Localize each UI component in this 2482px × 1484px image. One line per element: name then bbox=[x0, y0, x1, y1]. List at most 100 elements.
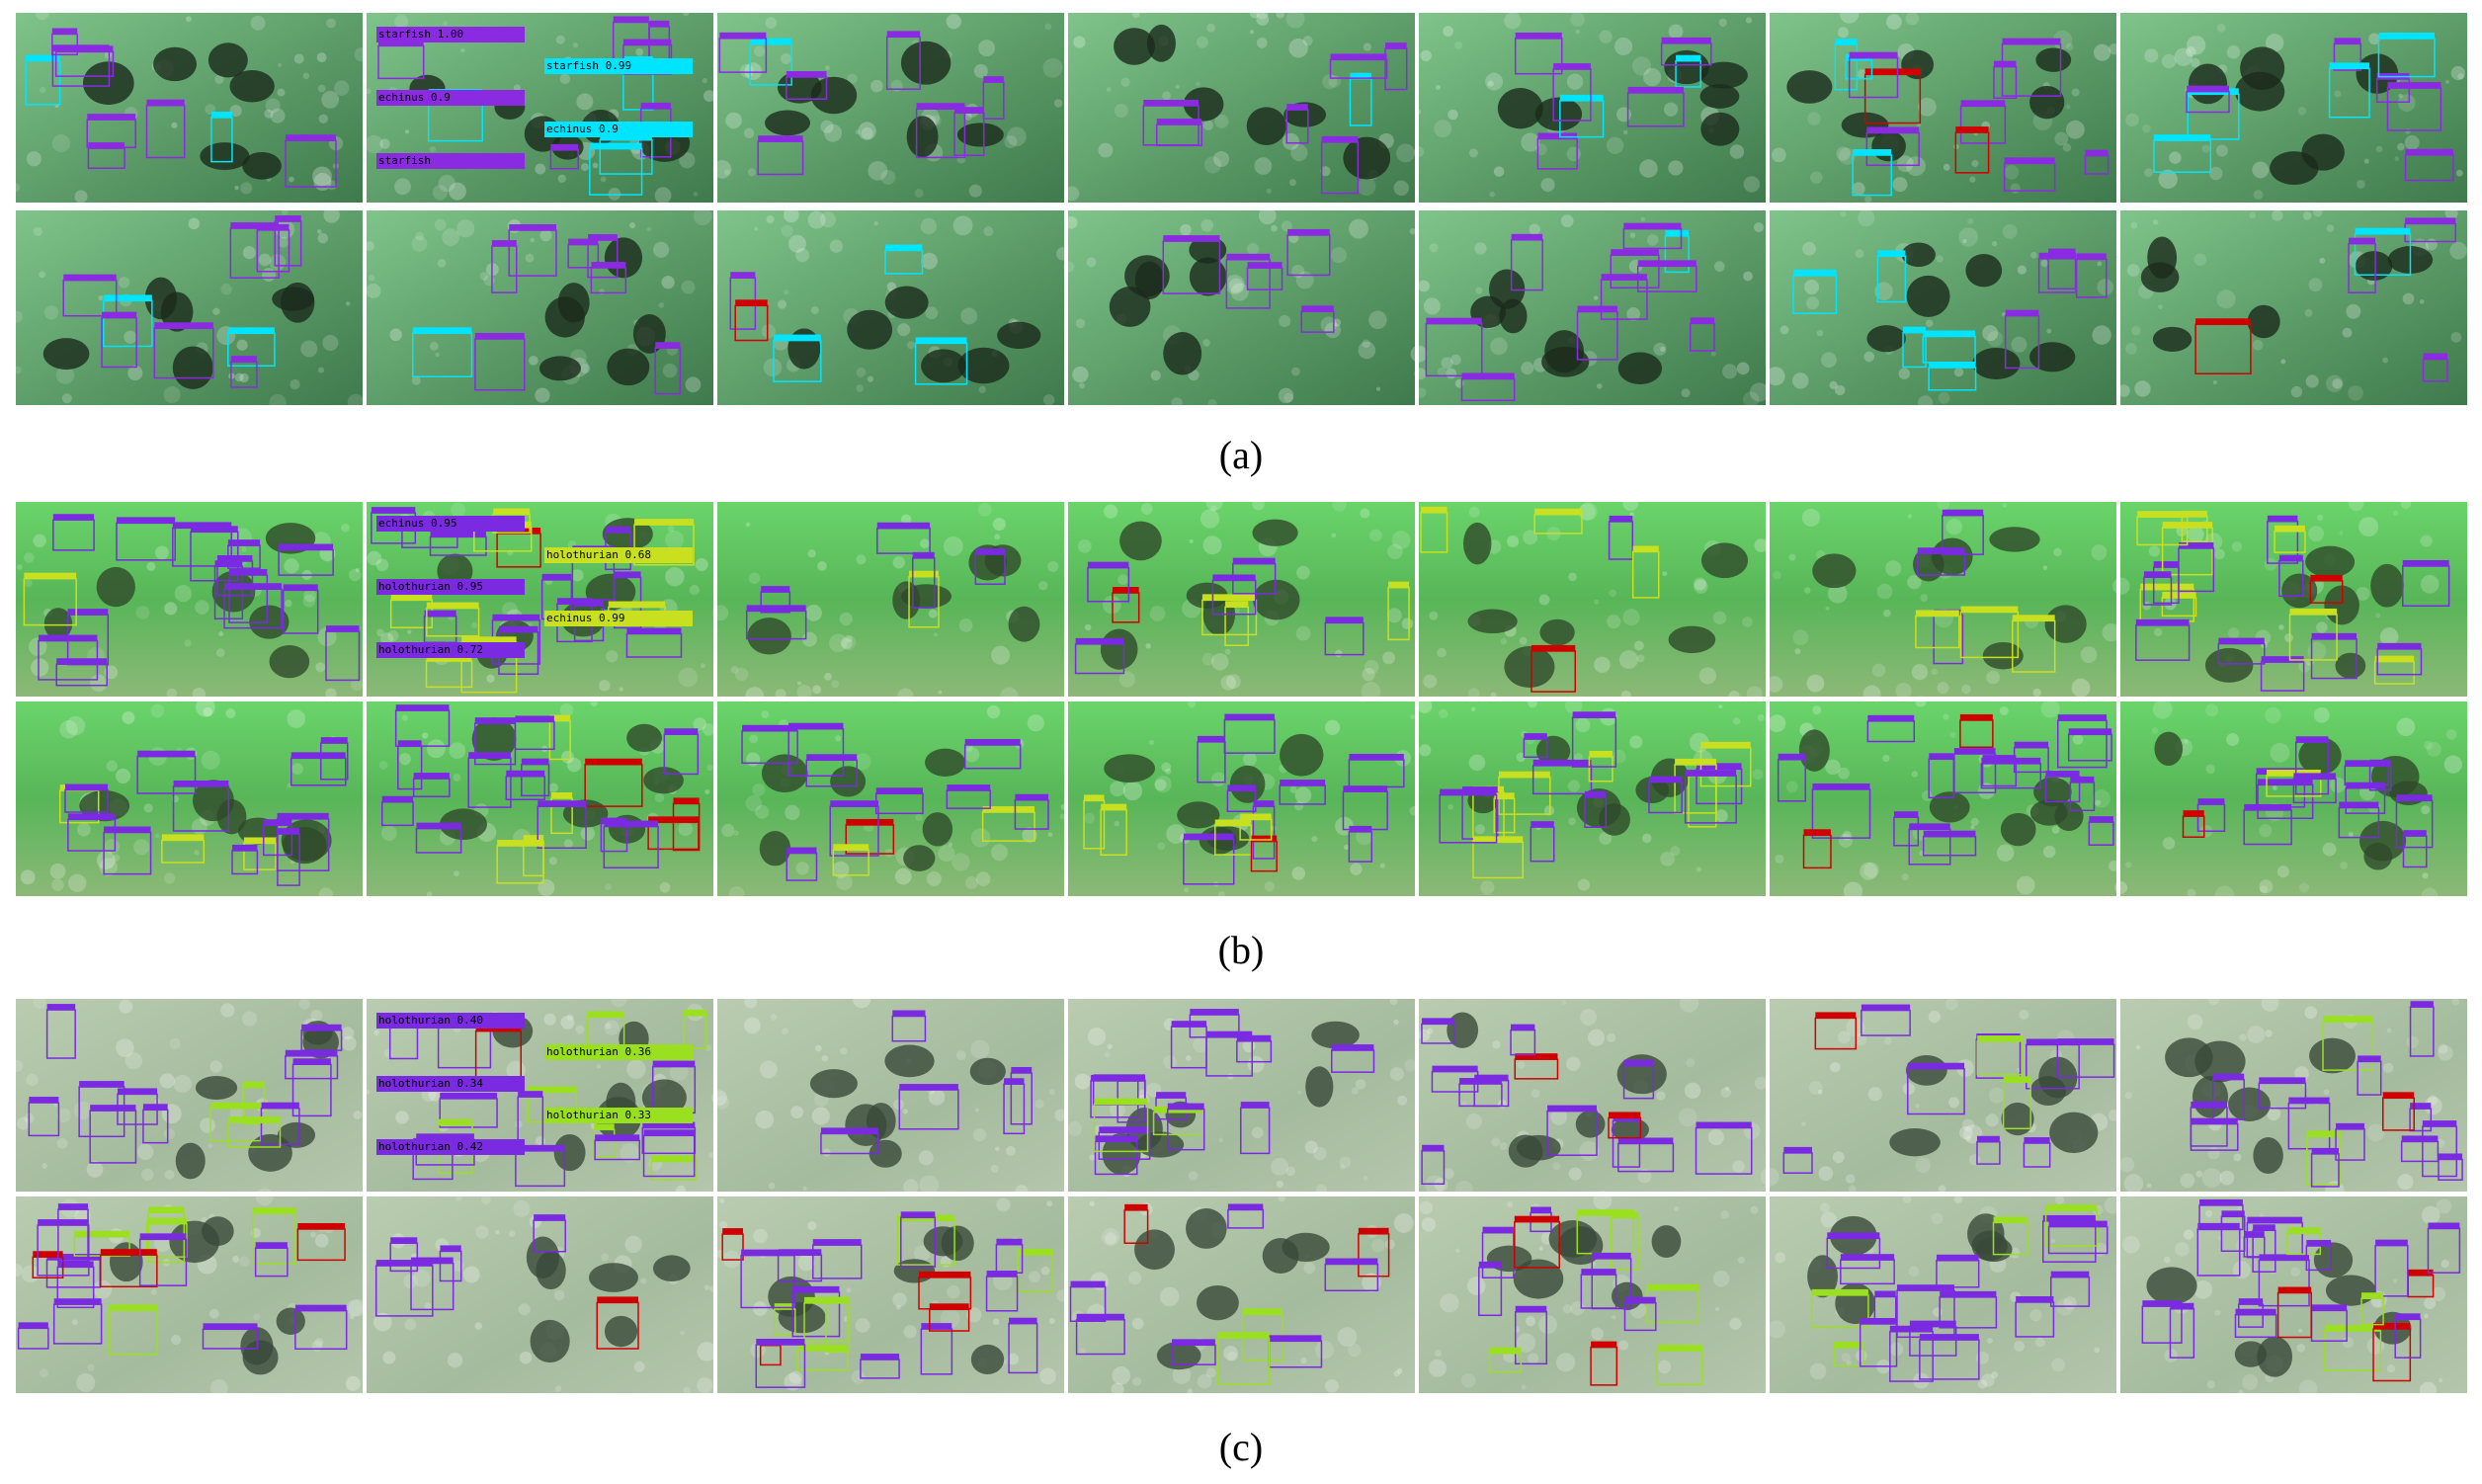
texture bbox=[2313, 706, 2330, 723]
texture bbox=[1072, 366, 1089, 383]
texture bbox=[1885, 560, 1902, 577]
texture bbox=[662, 363, 678, 378]
texture bbox=[1246, 242, 1260, 256]
texture bbox=[1154, 779, 1167, 791]
texture bbox=[747, 168, 757, 177]
texture bbox=[2187, 1014, 2203, 1031]
texture bbox=[986, 704, 1001, 719]
texture bbox=[278, 236, 290, 248]
texture bbox=[824, 65, 830, 71]
frame-image bbox=[1068, 1196, 1415, 1393]
detection-tag bbox=[1893, 811, 1919, 818]
detection-tag bbox=[2142, 1300, 2182, 1307]
detection-tag bbox=[1531, 1206, 1552, 1213]
detection-tag bbox=[263, 819, 292, 826]
texture bbox=[2219, 1170, 2235, 1186]
texture bbox=[1737, 1256, 1745, 1264]
texture bbox=[966, 1307, 982, 1323]
texture bbox=[124, 330, 137, 344]
texture bbox=[1429, 243, 1439, 253]
detection-tag bbox=[1489, 1347, 1522, 1354]
detection-tag bbox=[1700, 741, 1751, 748]
texture bbox=[10, 310, 23, 323]
urchin bbox=[269, 645, 310, 679]
texture bbox=[2450, 65, 2465, 81]
texture bbox=[2346, 303, 2361, 319]
texture bbox=[1977, 1379, 1988, 1389]
texture bbox=[2436, 1198, 2451, 1214]
urchin bbox=[242, 151, 282, 180]
texture bbox=[819, 211, 836, 228]
detection-tag bbox=[983, 76, 1004, 83]
detection-tag bbox=[876, 522, 931, 529]
detection-tag bbox=[46, 1254, 101, 1261]
detection-tag bbox=[652, 1060, 696, 1067]
texture bbox=[1969, 176, 1976, 183]
detection-tag bbox=[252, 1207, 296, 1214]
texture bbox=[389, 328, 402, 342]
texture bbox=[435, 352, 440, 358]
texture bbox=[2252, 161, 2270, 179]
texture bbox=[437, 259, 447, 268]
urchin bbox=[229, 69, 275, 103]
texture bbox=[35, 6, 49, 21]
detection-tag bbox=[515, 715, 554, 722]
urchin bbox=[759, 830, 791, 866]
texture bbox=[2134, 380, 2151, 397]
detection-tag bbox=[148, 1206, 185, 1213]
texture bbox=[2029, 1309, 2042, 1322]
frame-image bbox=[16, 701, 363, 896]
urchin bbox=[536, 1251, 566, 1290]
texture bbox=[892, 555, 906, 569]
detection-tag bbox=[918, 1271, 971, 1278]
texture bbox=[790, 1106, 804, 1119]
texture bbox=[413, 1269, 431, 1287]
texture bbox=[739, 63, 754, 78]
texture bbox=[1489, 191, 1495, 198]
texture bbox=[1078, 382, 1085, 389]
texture bbox=[2017, 265, 2027, 275]
texture bbox=[2294, 1066, 2309, 1081]
texture bbox=[965, 875, 978, 889]
texture bbox=[680, 1330, 686, 1336]
detection-tag bbox=[820, 1127, 878, 1134]
texture bbox=[805, 605, 822, 621]
texture bbox=[2186, 36, 2206, 55]
detection-tag bbox=[64, 783, 109, 790]
texture bbox=[1860, 862, 1878, 880]
texture bbox=[1201, 652, 1214, 666]
detection-tag bbox=[426, 602, 479, 609]
detection-tag bbox=[227, 327, 275, 334]
texture bbox=[749, 734, 759, 744]
texture bbox=[258, 253, 272, 267]
detection-tag bbox=[390, 594, 433, 601]
texture bbox=[601, 1253, 610, 1262]
texture bbox=[1485, 72, 1504, 91]
texture bbox=[2419, 1381, 2438, 1399]
texture bbox=[996, 1197, 1011, 1212]
texture bbox=[366, 283, 381, 298]
detection-tag bbox=[947, 784, 991, 791]
texture bbox=[1034, 1099, 1044, 1109]
texture bbox=[1234, 608, 1240, 614]
texture bbox=[712, 605, 729, 621]
texture bbox=[1817, 1089, 1823, 1095]
texture bbox=[559, 702, 574, 717]
detection-label: holothurian 0.33 bbox=[546, 1109, 651, 1121]
urchin bbox=[1253, 579, 1300, 620]
texture bbox=[1507, 535, 1520, 547]
texture bbox=[938, 690, 943, 695]
texture bbox=[797, 1254, 815, 1272]
detection-tag bbox=[277, 812, 329, 819]
texture bbox=[1561, 1000, 1567, 1005]
texture bbox=[1991, 240, 1998, 247]
texture bbox=[855, 129, 861, 135]
label-bg bbox=[544, 1044, 693, 1060]
urchin bbox=[1965, 254, 2003, 288]
detection-tag bbox=[1834, 1341, 1863, 1348]
texture bbox=[646, 226, 652, 232]
texture bbox=[1083, 812, 1096, 824]
texture bbox=[884, 848, 894, 858]
detection-tag bbox=[1601, 274, 1647, 281]
texture bbox=[1531, 1089, 1540, 1099]
